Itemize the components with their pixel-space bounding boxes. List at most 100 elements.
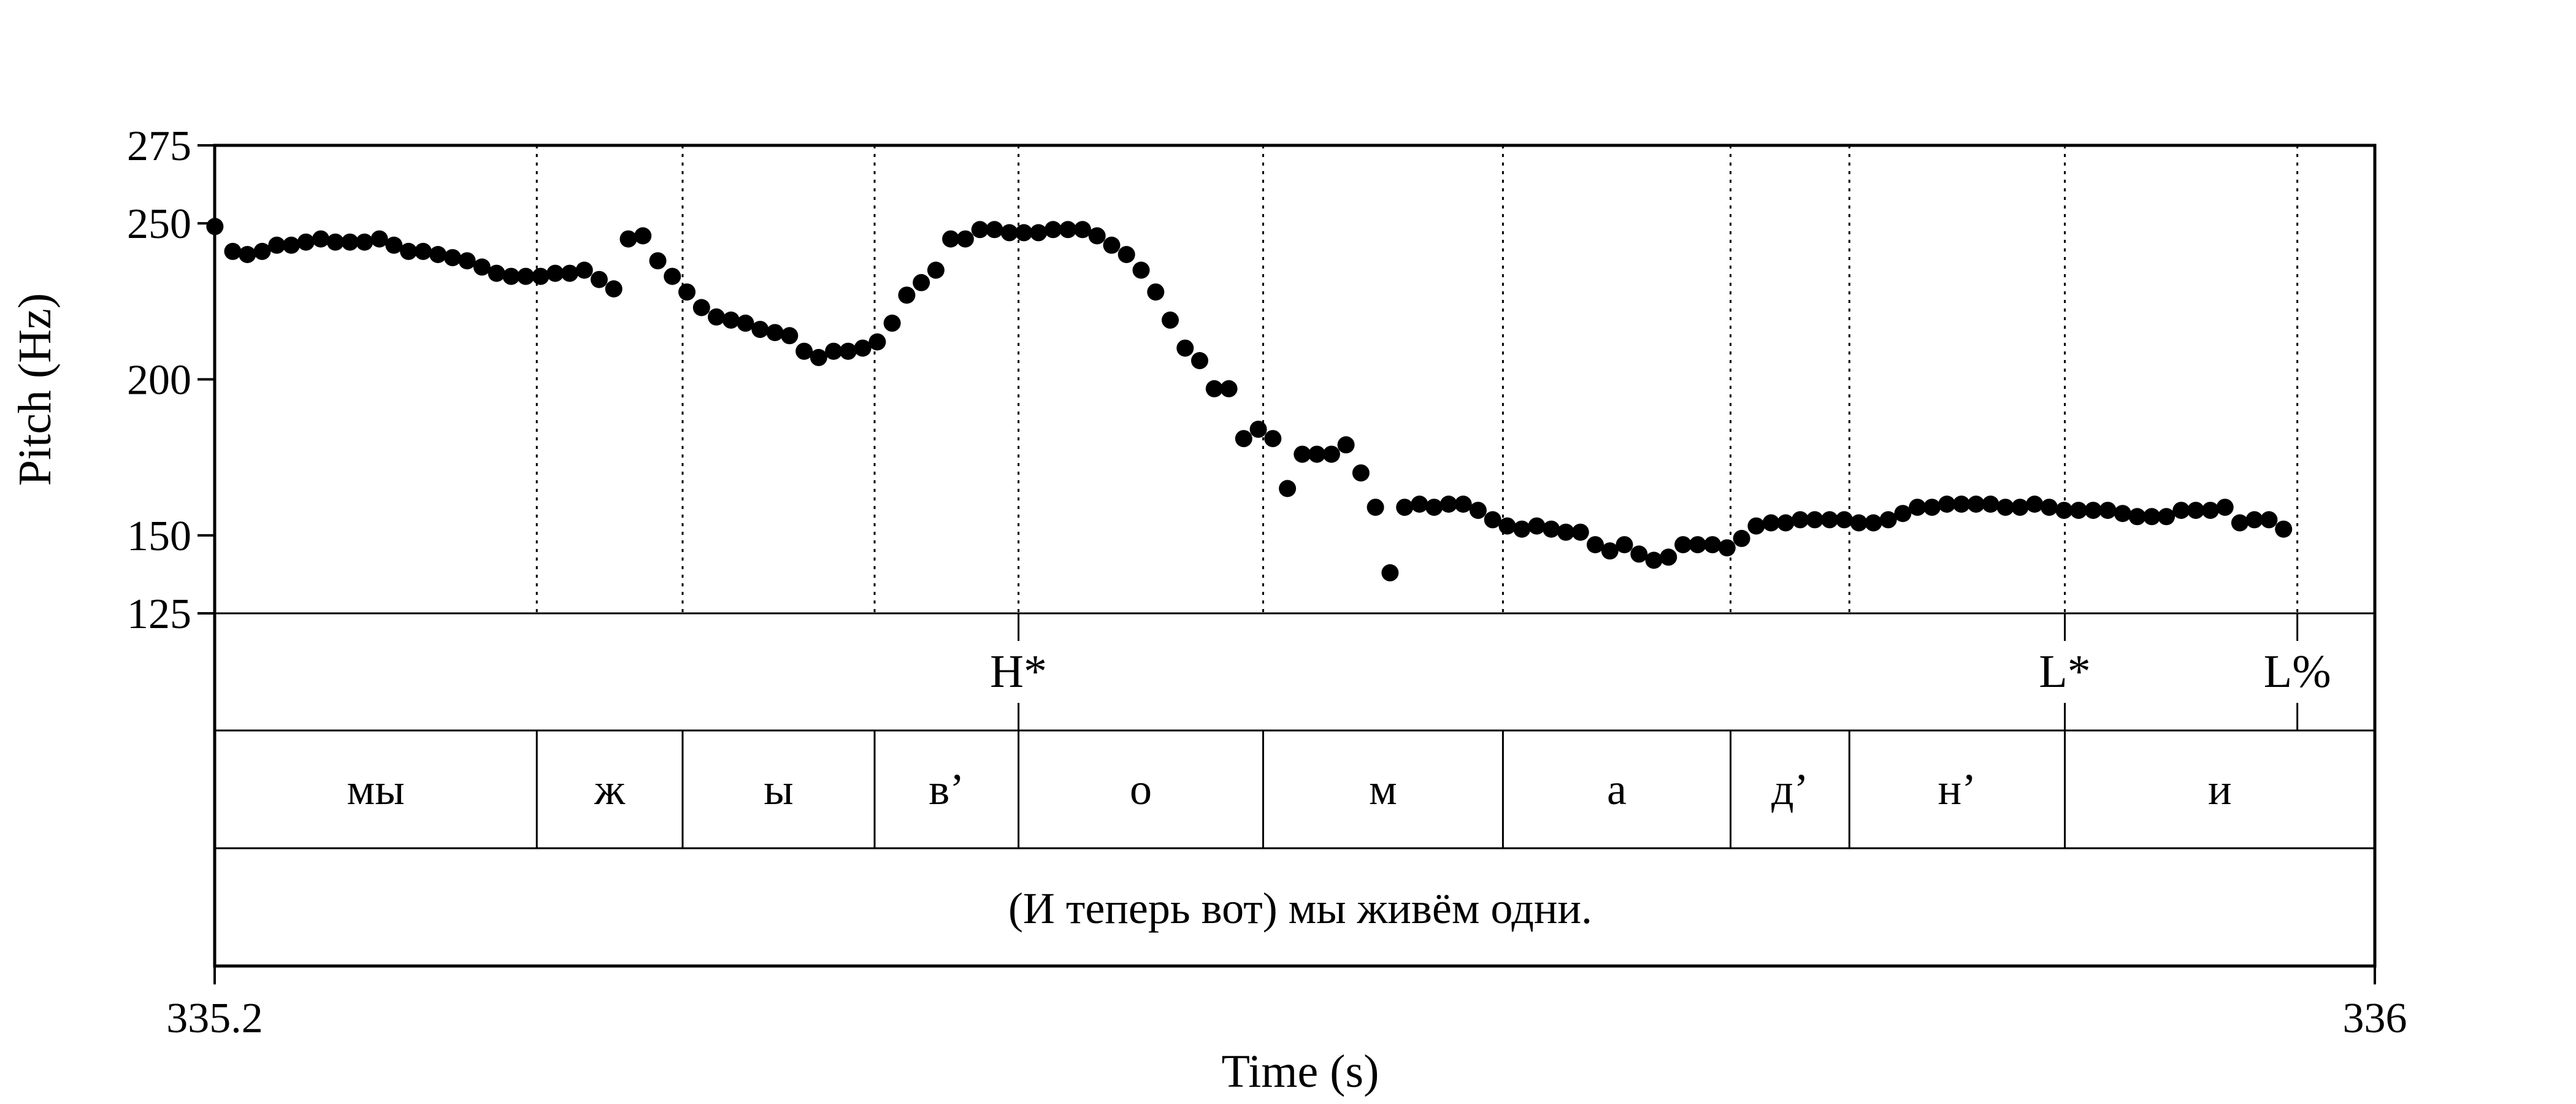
pitch-point: [414, 242, 432, 260]
pitch-point: [1835, 511, 1853, 529]
pitch-point: [561, 264, 578, 282]
pitch-point: [1439, 496, 1457, 513]
pitch-point: [810, 348, 827, 366]
segment-label: в’: [929, 765, 964, 814]
pitch-point: [898, 286, 916, 304]
pitch-point: [1747, 517, 1765, 535]
pitch-point: [1587, 536, 1604, 554]
pitch-point: [1176, 339, 1194, 357]
pitch-point: [722, 311, 740, 329]
pitch-point: [692, 299, 710, 316]
pitch-point: [664, 267, 681, 285]
pitch-point: [224, 242, 242, 260]
segment-label: и: [2208, 765, 2232, 814]
pitch-point: [678, 283, 696, 301]
pitch-point: [1923, 499, 1941, 516]
pitch-point: [1601, 542, 1619, 560]
pitch-point: [1045, 221, 1062, 239]
pitch-point: [1718, 539, 1736, 557]
pitch-point: [825, 342, 843, 360]
pitch-point: [1147, 283, 1165, 301]
pitch-point: [956, 230, 974, 248]
pitch-point: [1571, 523, 1589, 541]
pitch-point: [2187, 502, 2205, 519]
pitch-point: [2231, 514, 2248, 532]
pitch-point: [2245, 511, 2263, 529]
pitch-point: [1381, 564, 1399, 581]
pitch-point: [1850, 514, 1868, 532]
pitch-point: [737, 314, 754, 332]
pitch-point: [546, 264, 564, 282]
pitch-point: [356, 233, 374, 251]
pitch-point: [883, 314, 901, 332]
boundary-lines: [535, 145, 2299, 613]
pitch-point: [605, 280, 623, 297]
y-tick-label: 200: [127, 357, 191, 404]
pitch-point: [297, 233, 315, 251]
y-tick-label: 275: [127, 123, 191, 170]
pitch-point: [1513, 520, 1531, 538]
pitch-point: [2201, 502, 2219, 519]
pitch-point: [2070, 502, 2087, 519]
pitch-point: [458, 252, 476, 270]
pitch-point: [1733, 529, 1750, 547]
pitch-point: [400, 242, 418, 260]
pitch-point: [1557, 523, 1574, 541]
x-axis-title: Time (s): [1222, 1046, 1379, 1097]
pitch-point: [1088, 227, 1106, 245]
outer-frame: [213, 144, 2377, 968]
pitch-point: [1015, 224, 1033, 242]
pitch-point: [517, 267, 535, 285]
pitch-point: [927, 261, 945, 279]
pitch-point: [1396, 499, 1414, 516]
segment-label: д’: [1771, 765, 1809, 814]
pitch-point: [1352, 464, 1370, 482]
pitch-point: [1074, 221, 1091, 239]
pitch-point: [1205, 380, 1223, 397]
pitch-point: [795, 342, 813, 360]
pitch-point: [283, 236, 300, 254]
segment-label: м: [1369, 765, 1397, 814]
tone-label: L%: [2264, 646, 2331, 697]
pitch-point: [1249, 420, 1267, 438]
pitch-point: [1308, 445, 1326, 463]
pitch-point: [649, 252, 667, 270]
pitch-point: [913, 274, 930, 291]
tone-label: L*: [2039, 646, 2090, 697]
pitch-point: [1689, 536, 1706, 554]
pitch-point: [502, 267, 520, 285]
segment-label: а: [1607, 765, 1627, 814]
pitch-point: [1704, 536, 1722, 554]
annotation-tiers: H* L* L% мы ж ы в’ о м а д’ н’ и: [215, 613, 2375, 849]
pitch-point: [1162, 311, 1179, 329]
pitch-point: [239, 246, 256, 263]
pitch-point: [1484, 511, 1501, 529]
pitch-point: [1967, 496, 1985, 513]
pitch-point: [1103, 236, 1121, 254]
pitch-point: [868, 333, 886, 351]
pitch-point: [429, 246, 447, 263]
x-tick-label-start: 335.2: [166, 995, 263, 1042]
y-tick-label: 250: [127, 201, 191, 248]
pitch-point: [2099, 502, 2117, 519]
pitch-point: [1425, 499, 1443, 516]
pitch-point: [2275, 520, 2293, 538]
pitch-point: [488, 264, 505, 282]
axes: Pitch (Hz) Time (s) 335.2 336 (И теперь …: [9, 123, 2407, 1097]
pitch-point: [370, 230, 388, 248]
pitch-point: [2172, 502, 2190, 519]
pitch-point: [839, 342, 857, 360]
pitch-point: [312, 230, 329, 248]
pitch-point: [2041, 499, 2058, 516]
pitch-point: [1821, 511, 1839, 529]
pitch-point: [1894, 505, 1912, 523]
pitch-point: [1337, 436, 1355, 454]
pitch-point: [341, 233, 359, 251]
tone-label: H*: [990, 646, 1047, 697]
pitch-point: [532, 267, 550, 285]
pitch-point: [2216, 499, 2234, 516]
pitch-point: [1264, 430, 1282, 448]
pitch-point: [1616, 536, 1633, 554]
x-tick-label-end: 336: [2343, 995, 2407, 1042]
